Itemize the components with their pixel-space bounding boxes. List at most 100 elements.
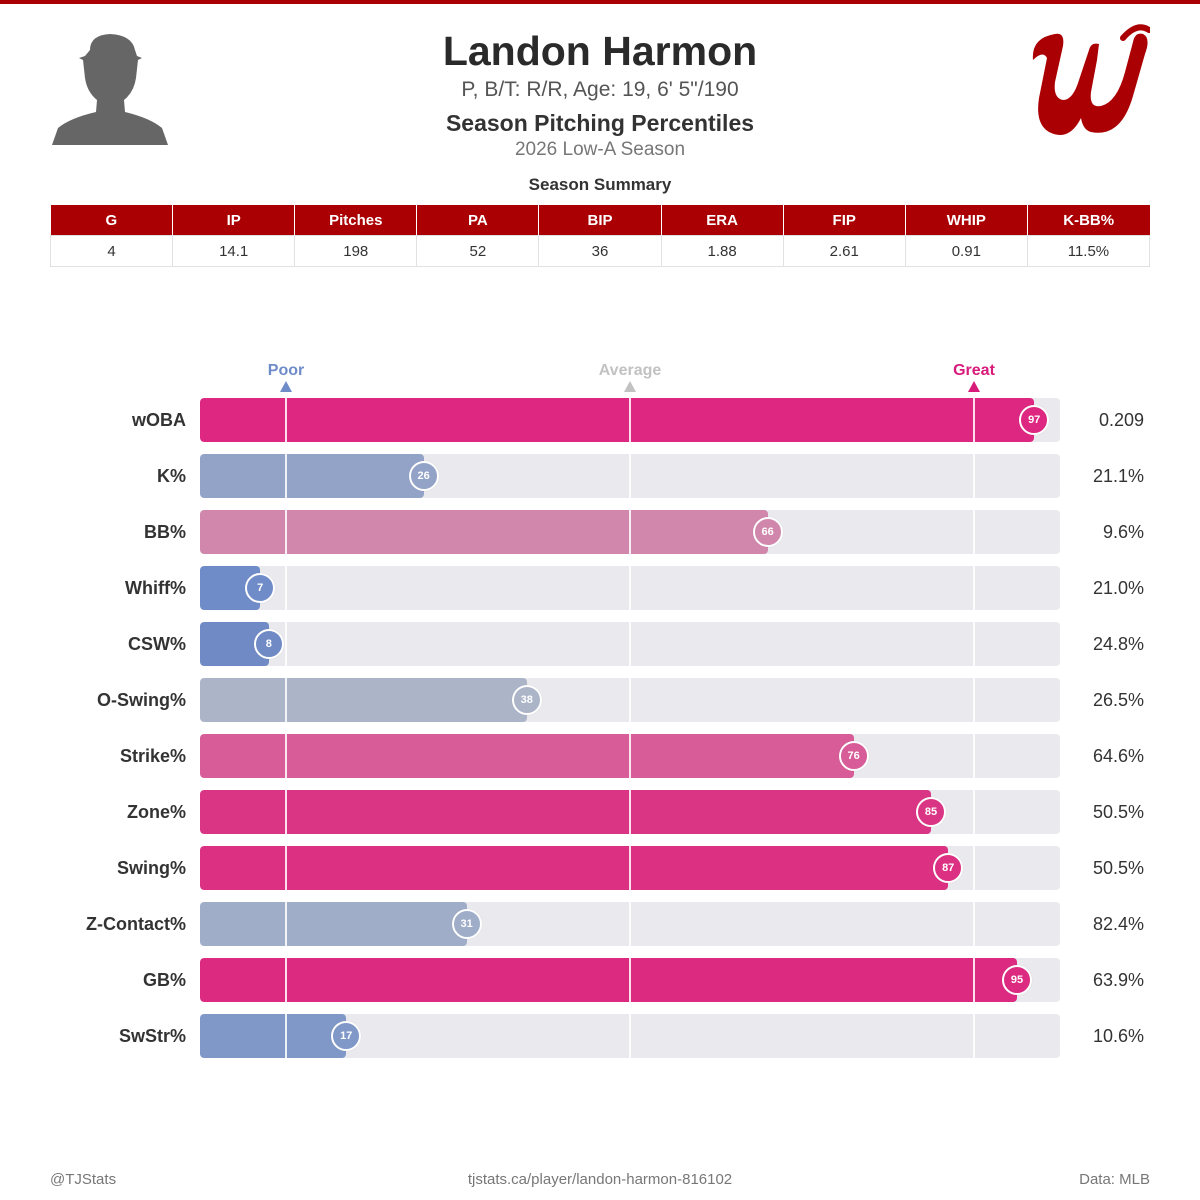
summary-title: Season Summary	[528, 175, 672, 194]
percentile-badge-o-swing: 38	[511, 685, 542, 715]
stat-value-csw: 24.8%	[1092, 634, 1144, 654]
stat-value-zone: 50.5%	[1092, 802, 1144, 822]
gridline-great	[973, 958, 975, 1002]
gridline-poor	[285, 902, 287, 946]
stat-value-bb: 9.6%	[1102, 522, 1144, 542]
row-label-woba: wOBA	[132, 410, 186, 430]
percentile-badge-woba: 97	[1019, 405, 1050, 435]
gridline-average	[629, 734, 631, 778]
gridline-poor	[285, 846, 287, 890]
percentile-badge-zone: 85	[916, 797, 946, 827]
percentile-badge-whiff: 7	[245, 573, 276, 603]
stat-value-strike: 64.6%	[1092, 746, 1144, 766]
bar-track-bb	[200, 510, 1060, 554]
bar-swstr	[200, 1014, 347, 1058]
bar-gb	[200, 958, 1017, 1002]
gridline-average	[629, 510, 631, 554]
percentile-badge-csw: 8	[253, 629, 284, 659]
season-summary-table: G IP Pitches PA BIP ERA FIP WHIP K-BB% 4 14.1 198 5…	[49, 205, 1151, 267]
gridline-average	[629, 902, 631, 946]
summary-value-k-bb-: 11.5%	[1026, 235, 1151, 267]
gridline-average	[629, 454, 631, 498]
summary-col-era: ERA	[661, 205, 784, 236]
bar-track-k	[200, 454, 1060, 498]
gridline-great	[973, 566, 975, 610]
percentile-badge-swstr: 17	[331, 1021, 362, 1051]
footer-credit: @TJStats	[50, 1171, 117, 1188]
summary-value-row: 4 14.1 198 52 36 1.88 2.61 0.91 11.5%	[49, 235, 1151, 267]
gridline-great	[973, 510, 975, 554]
row-label-whiff: Whiff%	[125, 578, 186, 598]
gridline-average	[629, 790, 631, 834]
gridline-great	[973, 622, 975, 666]
percentile-badge-bb: 66	[752, 517, 783, 547]
summary-value-pitches: 198	[294, 235, 418, 267]
stat-value-o-swing: 26.5%	[1092, 690, 1144, 710]
gridline-great	[973, 678, 975, 722]
gridline-poor	[285, 454, 287, 498]
gridline-poor	[285, 790, 287, 834]
percentile-badge-z-contact: 31	[451, 909, 482, 939]
bar-k	[200, 454, 424, 498]
bar-woba	[200, 398, 1035, 442]
summary-col-whip: WHIP	[905, 205, 1028, 236]
stat-value-swstr: 10.6%	[1092, 1026, 1144, 1046]
gridline-great	[973, 1014, 975, 1058]
row-label-swing: Swing%	[116, 858, 186, 878]
row-label-k: K%	[156, 466, 186, 486]
footer-url: tjstats.ca/player/landon-harmon-816102	[467, 1171, 733, 1188]
row-label-swstr: SwStr%	[118, 1026, 186, 1046]
gridline-poor	[285, 398, 287, 442]
marker-label: Average	[598, 362, 662, 379]
row-label-csw: CSW%	[128, 634, 186, 654]
gridline-great	[973, 790, 975, 834]
gridline-poor	[285, 678, 287, 722]
stat-value-z-contact: 82.4%	[1092, 914, 1144, 934]
bar-track-gb	[200, 958, 1060, 1002]
gridline-average	[629, 846, 631, 890]
row-label-o-swing: O-Swing%	[97, 690, 186, 710]
marker-triangle-icon	[624, 381, 636, 392]
summary-value-pa: 52	[416, 235, 540, 267]
stat-value-swing: 50.5%	[1092, 858, 1144, 878]
bar-track-o-swing	[200, 678, 1060, 722]
bar-track-swing	[200, 846, 1060, 890]
player-bio: P, B/T: R/R, Age: 19, 6' 5"/190	[461, 78, 739, 101]
summary-col-pitches: Pitches	[294, 205, 418, 236]
percentile-badge-strike: 76	[838, 741, 869, 771]
gridline-average	[629, 678, 631, 722]
top-accent-rule	[0, 0, 1200, 4]
marker-triangle-icon	[280, 381, 292, 392]
player-name: Landon Harmon	[442, 28, 758, 74]
marker-label: Great	[953, 362, 995, 379]
row-label-z-contact: Z-Contact%	[86, 914, 186, 934]
bar-track-swstr	[200, 1014, 1060, 1058]
player-silhouette-icon	[52, 34, 168, 145]
row-label-zone: Zone%	[126, 802, 186, 822]
marker-average: Average	[580, 362, 680, 392]
chart-subtitle: Season Pitching Percentiles	[445, 110, 755, 136]
stat-value-k: 21.1%	[1092, 466, 1144, 486]
bar-bb	[200, 510, 768, 554]
bar-track-woba	[200, 398, 1060, 442]
gridline-great	[973, 902, 975, 946]
percentile-badge-k: 26	[408, 461, 439, 491]
stat-value-whiff: 21.0%	[1092, 578, 1144, 598]
bar-track-z-contact	[200, 902, 1060, 946]
gridline-poor	[285, 622, 287, 666]
gridline-poor	[285, 566, 287, 610]
marker-label: Poor	[267, 362, 305, 379]
gridline-poor	[285, 734, 287, 778]
row-label-gb: GB%	[142, 970, 186, 990]
season-label: 2026 Low-A Season	[514, 139, 686, 160]
summary-col-k-bb-: K-BB%	[1027, 205, 1150, 236]
stat-value-woba: 0.209	[1098, 410, 1144, 430]
row-label-strike: Strike%	[119, 746, 186, 766]
footer-source: Data: MLB	[1079, 1171, 1150, 1188]
gridline-average	[629, 958, 631, 1002]
gridline-great	[973, 734, 975, 778]
bar-track-whiff	[200, 566, 1060, 610]
summary-value-bip: 36	[538, 235, 662, 267]
bar-z-contact	[200, 902, 467, 946]
marker-poor: Poor	[236, 362, 336, 392]
